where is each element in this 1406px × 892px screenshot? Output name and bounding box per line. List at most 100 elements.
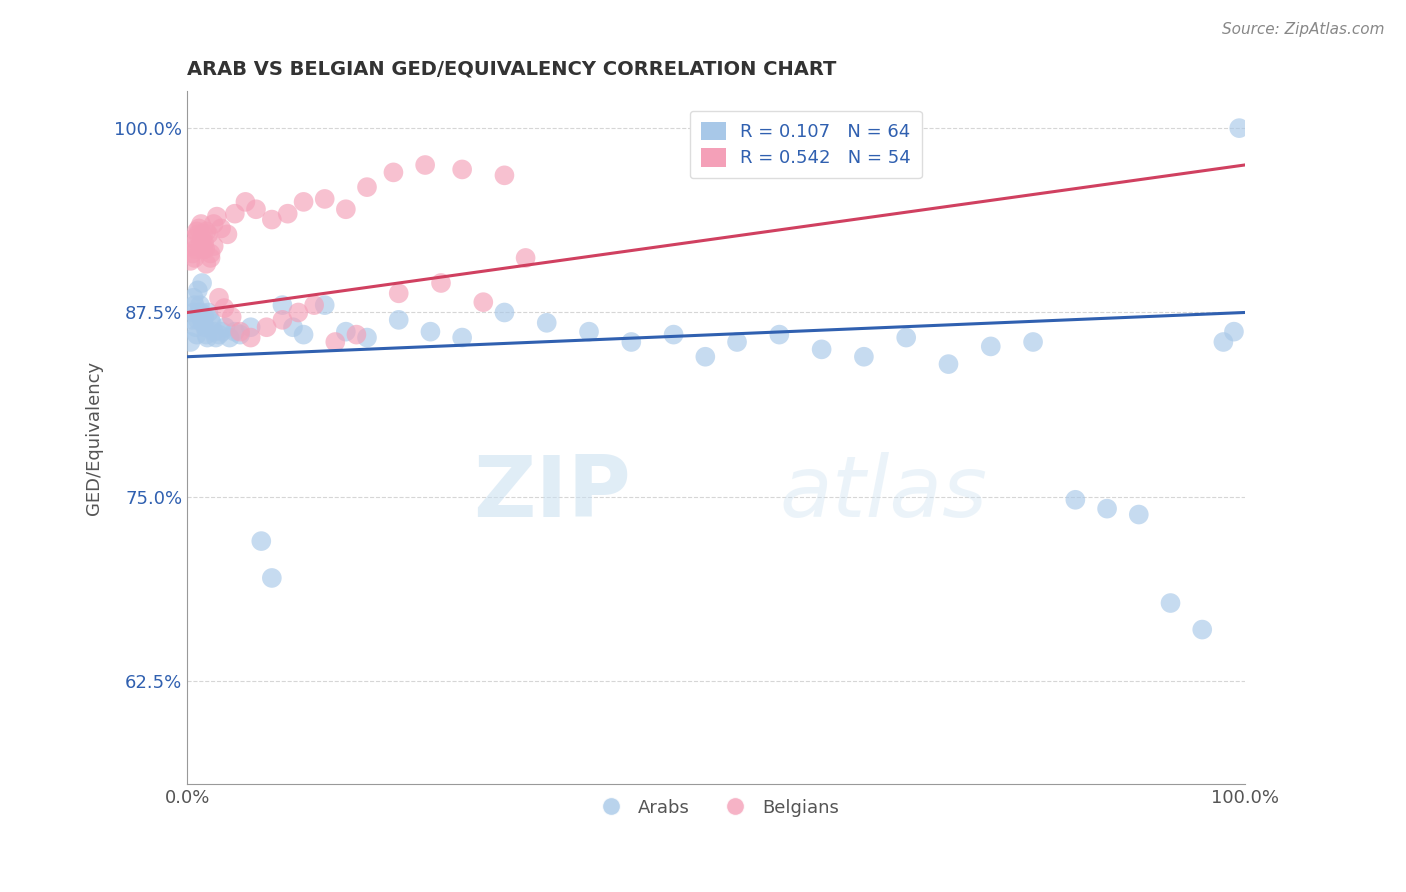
Point [183, 291, 205, 305]
Point [191, 276, 214, 290]
Point [335, 325, 357, 339]
Point [194, 242, 217, 256]
Point [208, 291, 231, 305]
Point [239, 320, 262, 334]
Point [256, 320, 278, 334]
Point [195, 224, 218, 238]
Point [388, 286, 411, 301]
Point [323, 334, 346, 349]
Point [938, 357, 960, 371]
Point [181, 313, 204, 327]
Point [1223, 325, 1246, 339]
Point [187, 313, 209, 327]
Point [200, 251, 222, 265]
Point [413, 158, 436, 172]
Point [578, 325, 600, 339]
Point [292, 327, 315, 342]
Point [725, 334, 748, 349]
Text: ZIP: ZIP [474, 452, 631, 535]
Point [388, 313, 411, 327]
Point [180, 239, 202, 253]
Point [662, 327, 685, 342]
Point [205, 210, 228, 224]
Point [224, 325, 246, 339]
Point [1191, 623, 1213, 637]
Point [191, 227, 214, 242]
Point [183, 298, 205, 312]
Point [980, 339, 1002, 353]
Point [202, 325, 225, 339]
Point [536, 316, 558, 330]
Point [195, 257, 218, 271]
Point [195, 330, 218, 344]
Point [200, 313, 222, 327]
Point [430, 276, 453, 290]
Point [187, 227, 209, 242]
Point [191, 316, 214, 330]
Point [179, 253, 201, 268]
Point [302, 298, 325, 312]
Point [281, 320, 304, 334]
Point [204, 330, 226, 344]
Point [188, 239, 211, 253]
Point [1128, 508, 1150, 522]
Text: Source: ZipAtlas.com: Source: ZipAtlas.com [1222, 22, 1385, 37]
Point [271, 313, 294, 327]
Point [382, 165, 405, 179]
Point [183, 251, 205, 265]
Point [214, 301, 236, 315]
Point [287, 305, 309, 319]
Point [245, 202, 267, 217]
Point [187, 221, 209, 235]
Point [200, 246, 222, 260]
Point [188, 298, 211, 312]
Point [494, 169, 516, 183]
Point [695, 350, 717, 364]
Y-axis label: GED/Equivalency: GED/Equivalency [86, 360, 103, 515]
Point [239, 330, 262, 344]
Point [515, 251, 537, 265]
Point [346, 327, 368, 342]
Point [218, 330, 240, 344]
Point [472, 295, 495, 310]
Point [896, 330, 918, 344]
Point [193, 236, 215, 251]
Point [217, 227, 239, 242]
Point [184, 320, 207, 334]
Point [1095, 501, 1118, 516]
Point [186, 327, 208, 342]
Point [235, 194, 257, 209]
Point [190, 217, 212, 231]
Point [191, 232, 214, 246]
Point [314, 192, 336, 206]
Point [183, 305, 205, 319]
Point [202, 217, 225, 231]
Point [271, 298, 294, 312]
Point [229, 325, 252, 339]
Point [209, 221, 232, 235]
Point [191, 313, 214, 327]
Point [197, 305, 219, 319]
Point [451, 330, 474, 344]
Point [1022, 334, 1045, 349]
Point [768, 327, 790, 342]
Point [335, 202, 357, 217]
Point [195, 327, 218, 342]
Point [197, 227, 219, 242]
Point [1227, 121, 1250, 136]
Point [810, 343, 832, 357]
Point [1160, 596, 1182, 610]
Point [494, 305, 516, 319]
Text: ARAB VS BELGIAN GED/EQUIVALENCY CORRELATION CHART: ARAB VS BELGIAN GED/EQUIVALENCY CORRELAT… [187, 60, 837, 78]
Point [200, 316, 222, 330]
Point [211, 325, 233, 339]
Point [187, 284, 209, 298]
Point [1064, 492, 1087, 507]
Point [292, 194, 315, 209]
Point [250, 534, 273, 549]
Point [314, 298, 336, 312]
Point [419, 325, 441, 339]
Point [187, 305, 209, 319]
Text: atlas: atlas [779, 452, 987, 535]
Point [221, 310, 243, 324]
